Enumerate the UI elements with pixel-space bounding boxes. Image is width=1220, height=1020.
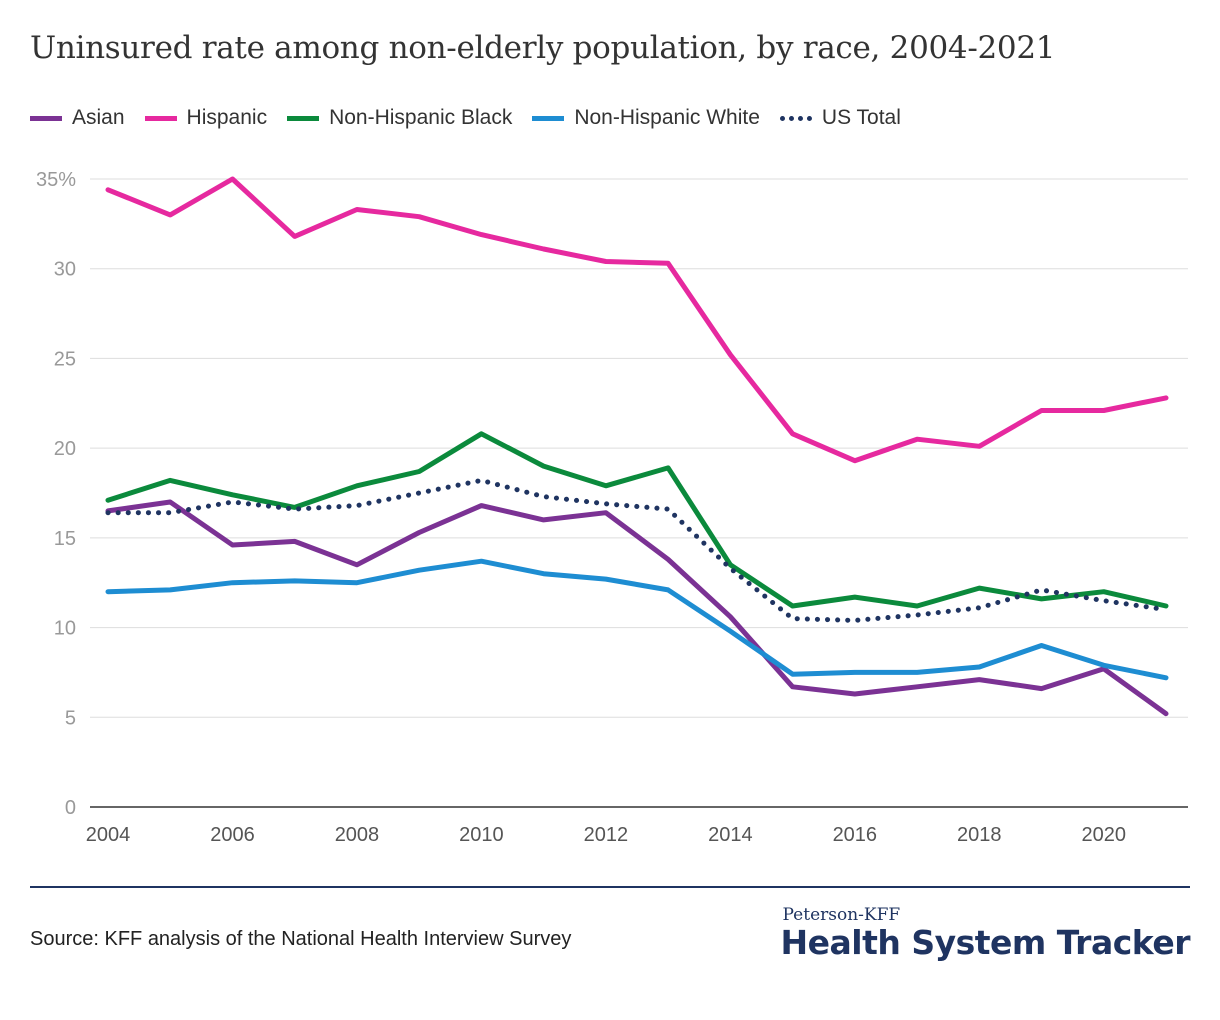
x-tick-label: 2016 — [833, 824, 878, 846]
legend-swatch-us-total — [779, 115, 812, 121]
line-chart: 0 5 10 15 20 25 30 35% 2004 2006 2008 2010 2012 2014… — [36, 169, 1188, 846]
series-line-asian — [105, 499, 1169, 717]
series-line-non-hispanic-white — [105, 558, 1169, 681]
legend-swatch-hispanic — [144, 115, 177, 121]
x-tick-label: 2012 — [584, 824, 629, 846]
legend-item-black: Non-Hispanic Black — [287, 106, 512, 130]
series-line-us-total — [105, 477, 1169, 623]
y-tick-label: 5 — [65, 707, 76, 729]
chart-title: Uninsured rate among non-elderly populat… — [30, 30, 1056, 66]
legend: Asian Hispanic Non-Hispanic Black Non-Hi… — [30, 106, 921, 130]
brand-main-text: Health System Tracker — [780, 923, 1191, 962]
y-tick-label: 20 — [54, 438, 76, 460]
series-line-non-hispanic-black — [105, 431, 1169, 609]
grid-lines — [90, 178, 1188, 808]
y-axis-ticks: 0 5 10 15 20 25 30 35% — [36, 169, 76, 819]
legend-swatch-black — [287, 115, 320, 121]
x-tick-label: 2018 — [957, 824, 1002, 846]
legend-swatch-asian — [30, 115, 62, 121]
legend-label-us-total: US Total — [821, 106, 901, 129]
legend-swatch-white — [532, 115, 565, 121]
legend-label-hispanic: Hispanic — [186, 106, 268, 129]
series-lines — [105, 176, 1169, 717]
series-line-hispanic — [105, 176, 1169, 464]
y-tick-label: 35% — [36, 169, 76, 191]
x-tick-label: 2010 — [459, 824, 504, 846]
x-axis-ticks: 2004 2006 2008 2010 2012 2014 2016 2018 2020 — [86, 824, 1126, 846]
x-tick-label: 2004 — [86, 824, 131, 846]
legend-label-asian: Asian — [72, 106, 125, 129]
legend-item-hispanic: Hispanic — [144, 106, 268, 130]
brand-logo: Peterson-KFF Health System Tracker — [781, 905, 1191, 961]
source-note: Source: KFF analysis of the National Hea… — [30, 928, 572, 950]
y-tick-label: 0 — [65, 797, 76, 819]
legend-item-asian: Asian — [30, 106, 125, 130]
x-tick-label: 2020 — [1082, 824, 1127, 846]
y-tick-label: 10 — [54, 618, 76, 640]
brand-top-text: Peterson-KFF — [782, 905, 901, 925]
y-tick-label: 15 — [54, 528, 76, 550]
x-tick-label: 2014 — [708, 824, 753, 846]
footer-divider — [30, 886, 1190, 888]
x-tick-label: 2008 — [335, 824, 380, 846]
legend-item-us-total: US Total — [779, 106, 901, 130]
legend-label-white: Non-Hispanic White — [574, 106, 760, 129]
y-tick-label: 25 — [54, 348, 76, 370]
x-tick-label: 2006 — [210, 824, 255, 846]
legend-item-white: Non-Hispanic White — [532, 106, 760, 130]
y-tick-label: 30 — [54, 259, 76, 281]
legend-label-black: Non-Hispanic Black — [329, 106, 513, 129]
